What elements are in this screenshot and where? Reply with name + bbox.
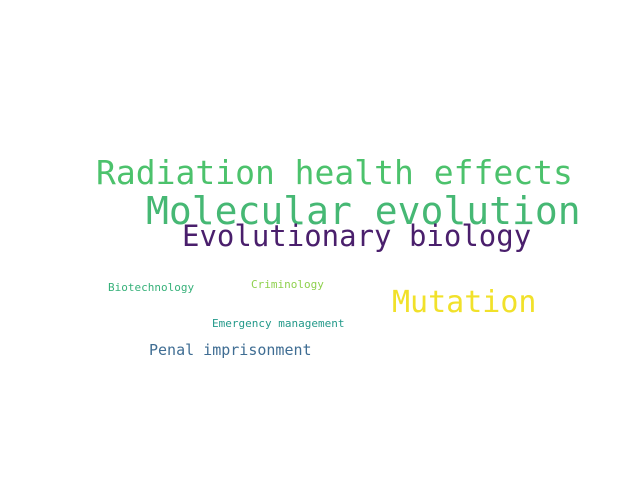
word-evolutionary-biology: Evolutionary biology xyxy=(182,219,532,253)
word-penal-imprisonment: Penal imprisonment xyxy=(149,341,312,359)
word-radiation-health-effects: Radiation health effects xyxy=(96,153,573,192)
word-molecular-evolution: Molecular evolution xyxy=(146,189,581,233)
word-biotechnology: Biotechnology xyxy=(108,281,195,294)
word-criminology: Criminology xyxy=(251,278,324,291)
word-emergency-management: Emergency management xyxy=(212,317,345,330)
word-mutation: Mutation xyxy=(392,285,537,320)
